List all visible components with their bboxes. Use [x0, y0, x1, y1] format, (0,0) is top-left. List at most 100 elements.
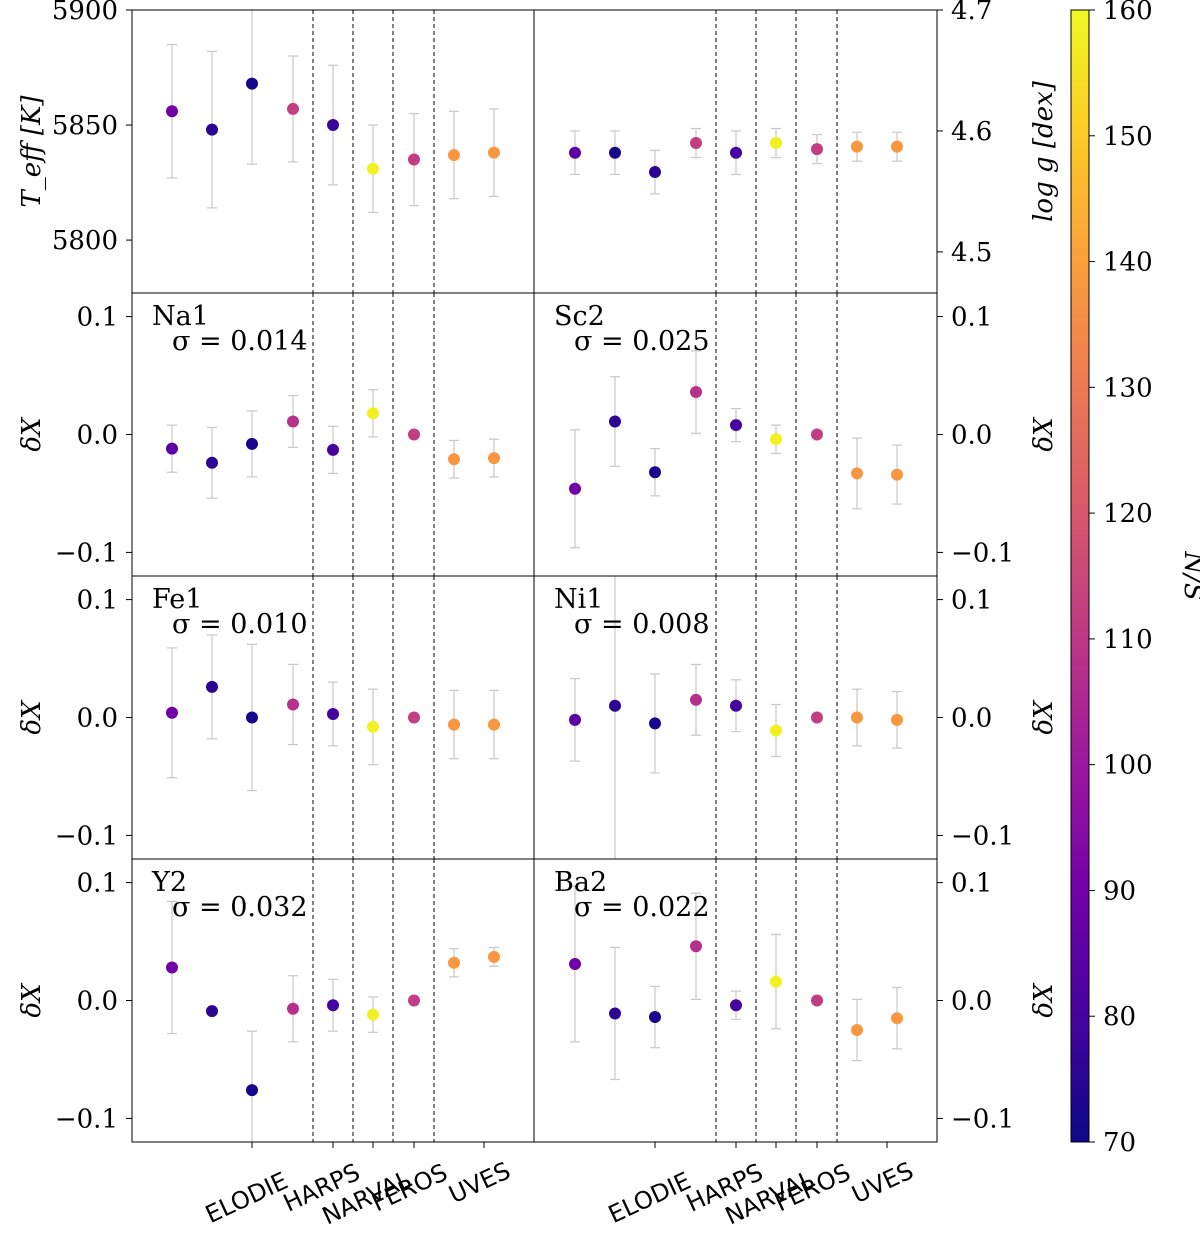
data-point — [408, 428, 420, 441]
data-point — [166, 706, 178, 719]
data-point — [851, 467, 863, 480]
colorbar-tick-label: 90 — [1103, 876, 1136, 906]
data-point — [770, 724, 782, 737]
y-tick-label: 0.1 — [77, 869, 118, 899]
data-point — [448, 956, 460, 969]
y-tick-label: 0.0 — [951, 421, 992, 451]
data-point — [408, 994, 420, 1007]
y-tick-label: 0.0 — [951, 987, 992, 1017]
data-point — [287, 698, 299, 711]
element-label: Na1 — [152, 301, 209, 332]
data-point — [408, 711, 420, 724]
data-point — [246, 77, 258, 90]
y-tick-label: 0.1 — [77, 303, 118, 333]
y-tick-label: 0.1 — [951, 586, 992, 616]
sigma-label: σ = 0.025 — [574, 326, 710, 357]
colorbar: 70 80 90 100 110 120 130 140 150 160 N/S — [1070, 0, 1200, 1158]
data-point — [448, 453, 460, 466]
x-tick-label: UVES — [848, 1156, 918, 1209]
data-point — [690, 940, 702, 953]
data-point — [569, 482, 581, 495]
y-tick-label: 5800 — [52, 226, 118, 256]
colorbar-label: N/S — [1178, 550, 1200, 600]
y-tick-label: −0.1 — [951, 538, 1014, 568]
panels-layer: 5800 5850 5900 T_eff [K] 4.5 4.6 4.7 log g [dex… — [17, 0, 1059, 1143]
data-point — [649, 1011, 661, 1024]
y-axis-label: δX — [1029, 982, 1059, 1018]
data-point — [649, 166, 661, 179]
y-axis-label: δX — [17, 699, 47, 735]
data-point — [488, 718, 500, 731]
data-point — [811, 428, 823, 441]
x-tick-label: ELODIE — [201, 1167, 292, 1229]
element-label: Fe1 — [152, 584, 202, 615]
data-point — [609, 1007, 621, 1020]
data-point — [287, 415, 299, 428]
colorbar-tick-label: 150 — [1103, 122, 1153, 152]
data-point — [327, 707, 339, 720]
data-point — [609, 699, 621, 712]
panel-teff: 5800 5850 5900 T_eff [K] — [17, 0, 535, 294]
colorbar-tick-label: 70 — [1103, 1128, 1136, 1158]
colorbar-tick-label: 80 — [1103, 1002, 1136, 1032]
data-point — [811, 143, 823, 156]
y-axis-label: log g [dex] — [1029, 80, 1059, 222]
data-point — [246, 1084, 258, 1097]
data-point — [246, 711, 258, 724]
data-point — [408, 153, 420, 166]
data-point — [891, 713, 903, 726]
y-axis-label: T_eff [K] — [17, 95, 47, 208]
data-point — [367, 162, 379, 175]
data-point — [287, 102, 299, 115]
y-axis-label: δX — [1029, 416, 1059, 452]
x-tick-label: ELODIE — [604, 1167, 695, 1229]
y-axis-label: δX — [17, 416, 47, 452]
x-tick-label: FEROS — [368, 1158, 452, 1217]
data-point — [690, 137, 702, 150]
panel-logg: 4.5 4.6 4.7 log g [dex] — [533, 0, 1059, 294]
y-tick-label: 0.1 — [951, 869, 992, 899]
data-point — [730, 146, 742, 159]
data-point — [811, 994, 823, 1007]
y-tick-label: 4.7 — [951, 0, 992, 26]
data-point — [891, 1012, 903, 1025]
data-point — [770, 433, 782, 446]
x-tick-label: UVES — [445, 1156, 515, 1209]
y-tick-label: 4.6 — [951, 117, 992, 147]
data-point — [448, 148, 460, 161]
data-point — [206, 456, 218, 469]
colorbar-tick-label: 110 — [1103, 625, 1153, 655]
data-point — [166, 961, 178, 974]
x-tick-label: FEROS — [771, 1158, 855, 1217]
data-point — [569, 146, 581, 159]
data-point — [891, 140, 903, 153]
y-tick-label: 0.0 — [77, 704, 118, 734]
data-point — [649, 466, 661, 479]
data-point — [730, 999, 742, 1012]
y-tick-label: −0.1 — [951, 1104, 1014, 1134]
data-point — [448, 718, 460, 731]
element-label: Sc2 — [554, 301, 605, 332]
data-point — [851, 140, 863, 153]
y-tick-label: 5850 — [52, 111, 118, 141]
sigma-label: σ = 0.008 — [574, 609, 710, 640]
y-axis-label: δX — [17, 982, 47, 1018]
sigma-label: σ = 0.032 — [172, 892, 308, 923]
colorbar-tick-label: 100 — [1103, 751, 1153, 781]
y-tick-label: 4.5 — [951, 238, 992, 268]
element-label: Y2 — [151, 867, 187, 898]
element-label: Ba2 — [554, 867, 607, 898]
data-point — [206, 123, 218, 136]
colorbar-gradient — [1070, 9, 1090, 1143]
data-point — [246, 437, 258, 450]
sigma-label: σ = 0.010 — [172, 609, 308, 640]
data-point — [488, 452, 500, 465]
data-point — [690, 386, 702, 399]
y-tick-label: 0.0 — [77, 987, 118, 1017]
data-point — [488, 146, 500, 159]
